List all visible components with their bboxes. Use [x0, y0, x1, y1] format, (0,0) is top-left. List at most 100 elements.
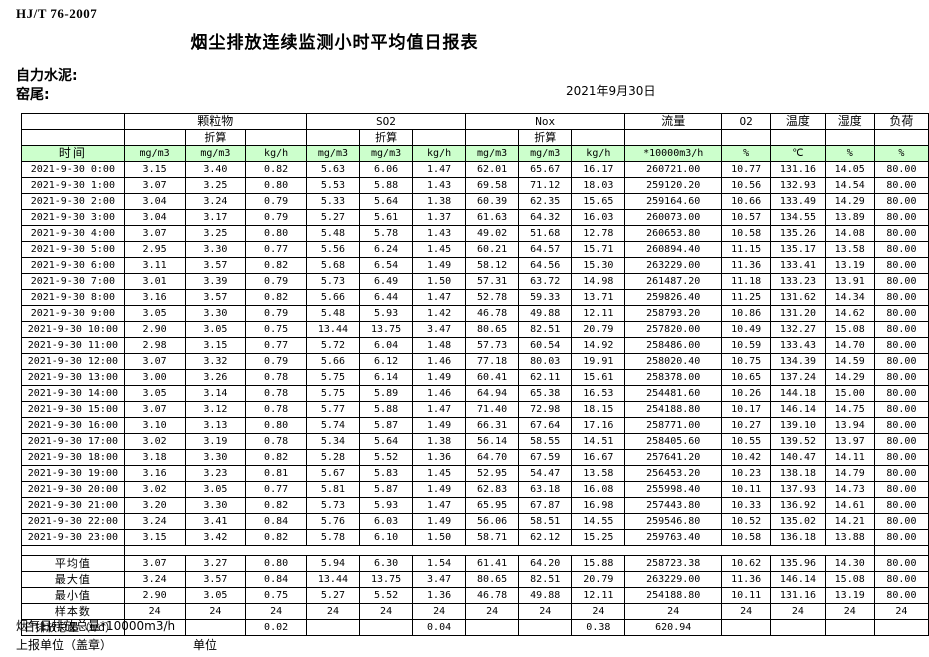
summary-value: 3.07 — [123, 555, 186, 572]
summary-value: 24 — [571, 603, 626, 620]
summary-value: 20.79 — [571, 571, 626, 588]
summary-value: 0.80 — [245, 555, 307, 572]
cell-value: 80.00 — [873, 177, 929, 194]
cell-value: 80.65 — [465, 321, 520, 338]
cell-value: 1.36 — [412, 449, 467, 466]
cell-value: 1.47 — [412, 401, 467, 418]
cell-value: 0.77 — [245, 481, 307, 498]
cell-value: 5.34 — [305, 433, 361, 450]
cell-value: 10.75 — [720, 353, 772, 370]
cell-value: 10.58 — [720, 529, 772, 546]
cell-value: 0.78 — [245, 385, 307, 402]
unit-header-11: % — [720, 145, 772, 162]
cell-value: 64.56 — [518, 257, 573, 274]
cell-value: 80.00 — [873, 241, 929, 258]
cell-value: 258486.00 — [624, 337, 722, 354]
cell-value: 14.73 — [824, 481, 875, 498]
cell-value: 10.11 — [720, 481, 772, 498]
summary-value: 24 — [184, 603, 247, 620]
summary-value: 6.30 — [359, 555, 414, 572]
table-row: 2021-9-30 16:00 3.10 3.13 0.80 5.74 5.87 1.49 6… — [21, 417, 929, 434]
unit-header-13: % — [824, 145, 875, 162]
cell-value: 254481.60 — [624, 385, 722, 402]
summary-value: 24 — [245, 603, 307, 620]
cell-value: 80.00 — [873, 209, 929, 226]
cell-value: 15.00 — [824, 385, 875, 402]
cell-time: 2021-9-30 18:00 — [21, 449, 125, 466]
cell-value: 257820.00 — [624, 321, 722, 338]
cell-value: 133.43 — [770, 337, 826, 354]
cell-value: 72.98 — [518, 401, 573, 418]
daily-total-value — [184, 619, 247, 636]
cell-value: 80.00 — [873, 273, 929, 290]
cell-value: 14.29 — [824, 369, 875, 386]
cell-value: 15.71 — [571, 241, 626, 258]
summary-value: 1.54 — [412, 555, 467, 572]
unit-header-10: *10000m3/h — [624, 145, 722, 162]
cell-time: 2021-9-30 7:00 — [21, 273, 125, 290]
cell-value: 5.64 — [359, 193, 414, 210]
table-sub-header-row: 折算 折算 折算 — [21, 129, 929, 146]
cell-value: 3.16 — [123, 289, 186, 306]
table-row: 2021-9-30 1:00 3.07 3.25 0.80 5.53 5.88 1.43 69… — [21, 177, 929, 194]
summary-value: 10.11 — [720, 587, 772, 604]
cell-value: 80.00 — [873, 289, 929, 306]
cell-value: 5.28 — [305, 449, 361, 466]
summary-value: 24 — [624, 603, 722, 620]
table-group-header-row: 颗粒物 SO2 Nox 流量 O2 温度 湿度 负荷 — [21, 113, 929, 130]
cell-value: 60.39 — [465, 193, 520, 210]
cell-value: 13.58 — [571, 465, 626, 482]
summary-value: 3.47 — [412, 571, 467, 588]
cell-value: 0.82 — [245, 289, 307, 306]
cell-value: 12.11 — [571, 305, 626, 322]
unit-header-7: mg/m3 — [465, 145, 520, 162]
cell-value: 14.75 — [824, 401, 875, 418]
cell-value: 1.43 — [412, 225, 467, 242]
cell-value: 64.57 — [518, 241, 573, 258]
summary-value: 254188.80 — [624, 587, 722, 604]
summary-value: 61.41 — [465, 555, 520, 572]
summary-value: 146.14 — [770, 571, 826, 588]
cell-value: 16.53 — [571, 385, 626, 402]
cell-value: 3.16 — [123, 465, 186, 482]
cell-value: 1.38 — [412, 433, 467, 450]
cell-value: 0.75 — [245, 321, 307, 338]
cell-value: 0.82 — [245, 449, 307, 466]
cell-value: 3.30 — [184, 305, 247, 322]
cell-value: 5.73 — [305, 273, 361, 290]
cell-value: 14.62 — [824, 305, 875, 322]
cell-value: 49.02 — [465, 225, 520, 242]
cell-time: 2021-9-30 0:00 — [21, 161, 125, 178]
cell-value: 3.47 — [412, 321, 467, 338]
spacer-cell — [21, 545, 125, 556]
table-row: 2021-9-30 6:00 3.11 3.57 0.82 5.68 6.54 1.49 58… — [21, 257, 929, 274]
table-row: 2021-9-30 17:00 3.02 3.19 0.78 5.34 5.64 1.38 5… — [21, 433, 929, 450]
spacer-cell — [825, 546, 874, 556]
cell-value: 1.42 — [412, 305, 467, 322]
summary-value: 10.62 — [720, 555, 772, 572]
summary-value: 2.90 — [123, 587, 186, 604]
cell-value: 5.64 — [359, 433, 414, 450]
cell-value: 5.75 — [305, 369, 361, 386]
unit-header-3: kg/h — [245, 145, 307, 162]
summary-value: 46.78 — [465, 587, 520, 604]
cell-value: 14.08 — [824, 225, 875, 242]
cell-value: 5.48 — [305, 225, 361, 242]
cell-value: 14.55 — [571, 513, 626, 530]
sub-header-blank-6 — [412, 129, 467, 146]
cell-value: 11.25 — [720, 289, 772, 306]
cell-value: 80.00 — [873, 433, 929, 450]
cell-value: 60.21 — [465, 241, 520, 258]
sub-header-blank-9 — [571, 129, 626, 146]
cell-value: 14.51 — [571, 433, 626, 450]
sub-header-折算: 折算 — [359, 129, 414, 146]
cell-value: 1.49 — [412, 513, 467, 530]
table-row: 2021-9-30 15:00 3.07 3.12 0.78 5.77 5.88 1.47 7… — [21, 401, 929, 418]
cell-value: 3.10 — [123, 417, 186, 434]
cell-value: 15.61 — [571, 369, 626, 386]
cell-value: 3.20 — [123, 497, 186, 514]
cell-value: 1.48 — [412, 337, 467, 354]
cell-value: 261487.20 — [624, 273, 722, 290]
cell-value: 65.95 — [465, 497, 520, 514]
cell-value: 80.00 — [873, 449, 929, 466]
